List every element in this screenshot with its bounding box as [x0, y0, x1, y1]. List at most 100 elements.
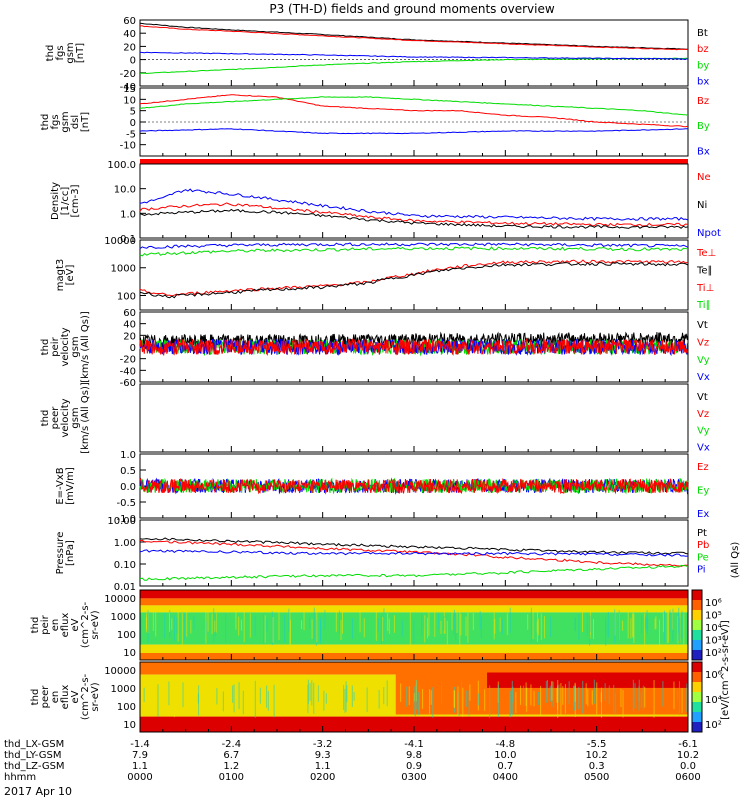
y-tick-label: -20	[120, 355, 136, 366]
time-axis-value: -2.4	[222, 739, 242, 750]
legend-label: bz	[697, 44, 709, 55]
legend-label: Pt	[697, 528, 707, 539]
colorbar-segment	[692, 600, 702, 611]
legend-label: Ey	[697, 485, 709, 496]
y-tick-label: 1000	[111, 684, 136, 695]
colorbar-segment	[692, 672, 702, 683]
series-bz	[139, 25, 689, 51]
y-tick-label: 1.0	[120, 209, 136, 220]
time-axis-value: 9.3	[315, 750, 331, 761]
y-axis-label: gsm	[70, 407, 81, 428]
y-tick-label: 100.0	[107, 160, 136, 171]
y-tick-label: -20	[120, 69, 136, 80]
y-tick-label: 0.1	[120, 234, 136, 245]
colorbar-label: 10⁴	[705, 623, 722, 634]
time-axis-value: 10.0	[494, 750, 516, 761]
panel-frame	[139, 163, 689, 239]
y-axis-label: peir	[50, 336, 61, 356]
y-tick-label: -10	[120, 141, 136, 152]
colorbar-segment	[692, 682, 702, 693]
y-axis-label: fgs	[55, 45, 66, 60]
y-axis-label: en	[50, 691, 61, 704]
spectrogram-band	[140, 605, 688, 613]
y-tick-label: -5	[126, 129, 136, 140]
y-axis-label: eV	[70, 618, 81, 631]
legend-label: Ex	[697, 509, 709, 520]
time-axis-value: -3.2	[313, 739, 333, 750]
legend-label: Pi	[697, 564, 706, 575]
panel-10: thd peer en eflux eV (cm^2-s-sr-eV)10000 1000 1…	[30, 661, 722, 733]
colorbar-label: 10⁵	[705, 611, 722, 622]
legend-label: Ti∥	[696, 300, 711, 311]
time-axis-value: 0100	[219, 772, 244, 783]
legend-label: Ni	[697, 200, 707, 211]
y-tick-label: 0.0	[120, 482, 136, 493]
separator-bar	[140, 159, 688, 164]
legend-label: Vx	[697, 372, 710, 383]
y-tick-label: -1.0	[116, 514, 136, 525]
series-Pt	[139, 537, 689, 555]
y-tick-label: 40	[123, 320, 136, 331]
colorbar-label: 10²	[705, 648, 722, 659]
spectrogram-band	[140, 590, 688, 599]
y-tick-label: 10.00	[107, 516, 136, 527]
legend-label: Bt	[697, 28, 708, 39]
y-tick-label: 100	[117, 702, 136, 713]
y-axis-label: magt3	[55, 259, 66, 292]
y-tick-label: 10	[123, 648, 136, 659]
colorbar-segment	[692, 640, 702, 651]
panel-4: magt3 [eV] 10000 1000 100 Te⊥ Te∥ Ti⊥ Ti∥	[55, 236, 716, 311]
series-Ti∥	[139, 246, 689, 257]
time-axis-value: 0.3	[589, 761, 605, 772]
spectrogram-band	[487, 672, 688, 688]
y-tick-label: -40	[120, 82, 136, 93]
legend-label: Ne	[697, 172, 711, 183]
y-axis-label: (cm^2-s-	[80, 601, 91, 648]
colorbar-label: 10²	[705, 720, 722, 731]
y-axis-label: Density	[50, 182, 61, 220]
panel-1: thd fgs gsm [nT] 60 40 20 0 -20 -40 Bt bz by bx	[45, 16, 709, 93]
y-tick-label: 10000	[104, 594, 136, 605]
time-axis-value: -5.5	[587, 739, 607, 750]
y-tick-label: 100	[117, 291, 136, 302]
time-axis-value: 1.1	[132, 761, 148, 772]
series-Npot	[139, 188, 689, 221]
y-axis-label: velocity	[60, 398, 71, 437]
colorbar-label: 10⁴	[705, 695, 722, 706]
y-tick-label: 60	[123, 308, 136, 319]
y-axis-label: E=-VxB	[55, 467, 66, 504]
y-axis-label: Pressure	[55, 532, 66, 575]
colorbar-segment	[692, 712, 702, 723]
series-bx	[139, 51, 689, 60]
y-axis-label: [mV/m]	[65, 467, 76, 505]
y-axis-label: dsl	[70, 115, 81, 129]
series-Ez	[139, 477, 689, 495]
time-axis: thd_LX-GSM -1.4 -2.4 -3.2 -4.1 -4.8 -5.5 -6.1 th…	[4, 739, 701, 783]
y-tick-label: 10	[123, 720, 136, 731]
y-axis-label: fgs	[50, 114, 61, 129]
spectrogram-band	[395, 662, 688, 715]
y-tick-label: 1000	[111, 612, 136, 623]
time-axis-value: 1.2	[223, 761, 239, 772]
time-axis-value: 0300	[401, 772, 426, 783]
y-axis-label: [nT]	[75, 43, 86, 63]
colorbar-segment	[692, 692, 702, 703]
y-tick-label: 0.01	[114, 582, 136, 593]
y-tick-label: 10000	[104, 666, 136, 677]
time-axis-value: 0.0	[680, 761, 696, 772]
series-Te∥	[139, 261, 689, 299]
spectrogram-band	[140, 716, 688, 732]
y-axis-label: eV	[70, 690, 81, 703]
legend-label: Vx	[697, 442, 710, 453]
time-axis-row-label: thd_LX-GSM	[4, 739, 64, 750]
y-tick-label: 0	[130, 118, 136, 129]
y-axis-label: [km/s (All Qs)]	[80, 311, 91, 383]
series-By	[139, 96, 689, 116]
time-axis-value: 9.8	[406, 750, 422, 761]
time-axis-value: 0.7	[497, 761, 513, 772]
y-axis-label: velocity	[60, 327, 71, 366]
y-tick-label: -0.5	[116, 498, 136, 509]
